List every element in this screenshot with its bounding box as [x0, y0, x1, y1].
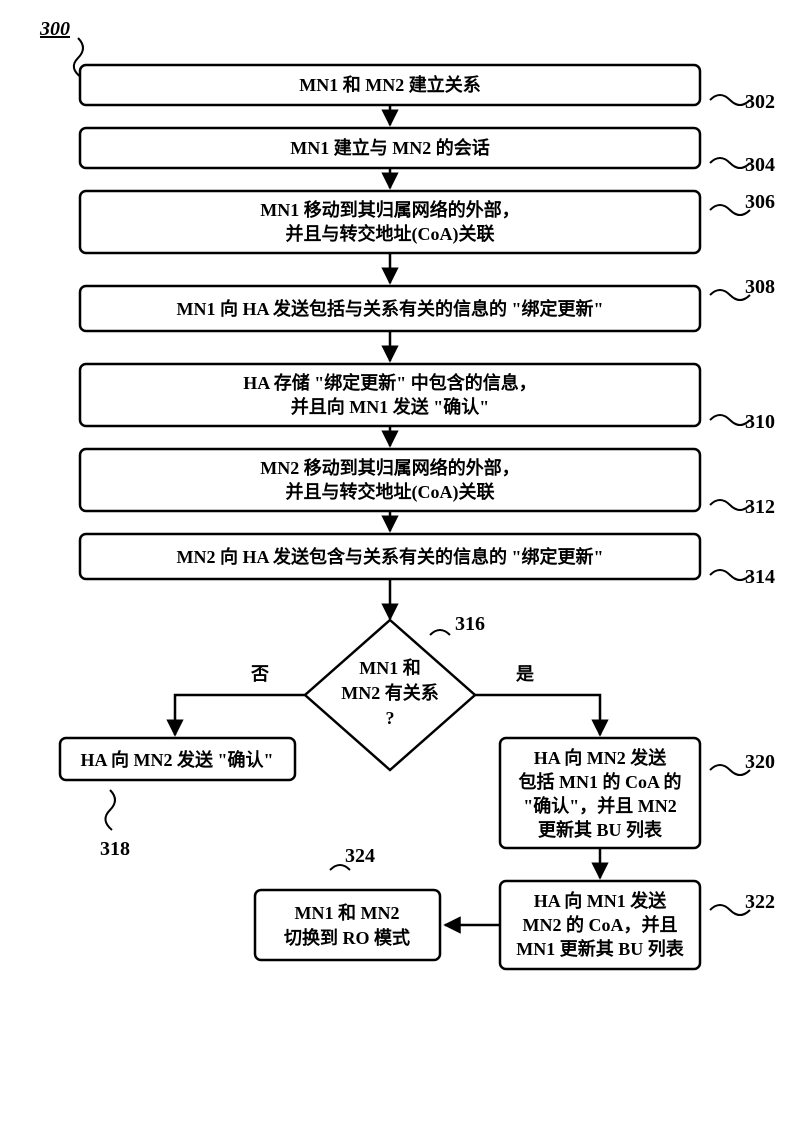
node-308-text: MN1 向 HA 发送包括与关系有关的信息的 "绑定更新" — [177, 298, 604, 319]
figure-number: 300 — [39, 18, 70, 40]
label-322: 322 — [745, 891, 775, 913]
node-316-line0: MN1 和 — [359, 658, 421, 678]
node-318-text: HA 向 MN2 发送 "确认" — [81, 749, 274, 770]
node-322-line2: MN1 更新其 BU 列表 — [516, 938, 684, 959]
node-316-decision: MN1 和 MN2 有关系 ? — [305, 620, 475, 770]
label-310: 310 — [745, 411, 775, 433]
label-306: 306 — [745, 191, 775, 213]
label-318: 318 — [100, 838, 130, 860]
label-314: 314 — [745, 566, 775, 588]
node-306-line0: MN1 移动到其归属网络的外部， — [260, 199, 520, 220]
node-310: HA 存储 "绑定更新" 中包含的信息， 并且向 MN1 发送 "确认" — [80, 364, 700, 426]
node-324: MN1 和 MN2 切换到 RO 模式 — [255, 890, 440, 960]
node-304-text: MN1 建立与 MN2 的会话 — [290, 137, 489, 158]
node-308: MN1 向 HA 发送包括与关系有关的信息的 "绑定更新" — [80, 286, 700, 331]
node-312-line1: 并且与转交地址(CoA)关联 — [286, 481, 495, 503]
label-302: 302 — [745, 91, 775, 113]
node-312-line0: MN2 移动到其归属网络的外部， — [260, 457, 520, 478]
node-318: HA 向 MN2 发送 "确认" — [60, 738, 295, 780]
node-314: MN2 向 HA 发送包含与关系有关的信息的 "绑定更新" — [80, 534, 700, 579]
label-308: 308 — [745, 276, 775, 298]
node-320-line3: 更新其 BU 列表 — [538, 819, 663, 840]
node-316-line2: ? — [386, 708, 395, 728]
node-310-line0: HA 存储 "绑定更新" 中包含的信息， — [243, 372, 537, 393]
node-302-text: MN1 和 MN2 建立关系 — [299, 74, 480, 95]
node-314-text: MN2 向 HA 发送包含与关系有关的信息的 "绑定更新" — [177, 546, 604, 567]
node-302: MN1 和 MN2 建立关系 — [80, 65, 700, 105]
branch-no-label: 否 — [250, 664, 269, 684]
node-306: MN1 移动到其归属网络的外部， 并且与转交地址(CoA)关联 — [80, 191, 700, 253]
node-320-line2: "确认"，并且 MN2 — [523, 795, 676, 816]
label-312: 312 — [745, 496, 775, 518]
flowchart-diagram: 300 MN1 和 MN2 建立关系 302 MN1 建立与 MN2 的会话 3… — [0, 0, 800, 1131]
node-322-line0: HA 向 MN1 发送 — [534, 890, 667, 911]
label-316: 316 — [455, 613, 485, 635]
label-320: 320 — [745, 751, 775, 773]
node-320: HA 向 MN2 发送 包括 MN1 的 CoA 的 "确认"，并且 MN2 更… — [500, 738, 700, 848]
node-324-line0: MN1 和 MN2 — [295, 903, 400, 923]
node-310-line1: 并且向 MN1 发送 "确认" — [291, 396, 489, 417]
node-312: MN2 移动到其归属网络的外部， 并且与转交地址(CoA)关联 — [80, 449, 700, 511]
label-304: 304 — [745, 154, 775, 176]
node-316-line1: MN2 有关系 — [341, 682, 439, 703]
node-320-line0: HA 向 MN2 发送 — [534, 747, 667, 768]
node-304: MN1 建立与 MN2 的会话 — [80, 128, 700, 168]
branch-yes-label: 是 — [515, 664, 534, 684]
node-306-line1: 并且与转交地址(CoA)关联 — [286, 223, 495, 245]
node-324-line1: 切换到 RO 模式 — [284, 927, 410, 948]
node-322: HA 向 MN1 发送 MN2 的 CoA，并且 MN1 更新其 BU 列表 — [500, 881, 700, 969]
label-324: 324 — [345, 845, 375, 867]
node-320-line1: 包括 MN1 的 CoA 的 — [519, 771, 682, 792]
node-322-line1: MN2 的 CoA，并且 — [523, 914, 678, 935]
